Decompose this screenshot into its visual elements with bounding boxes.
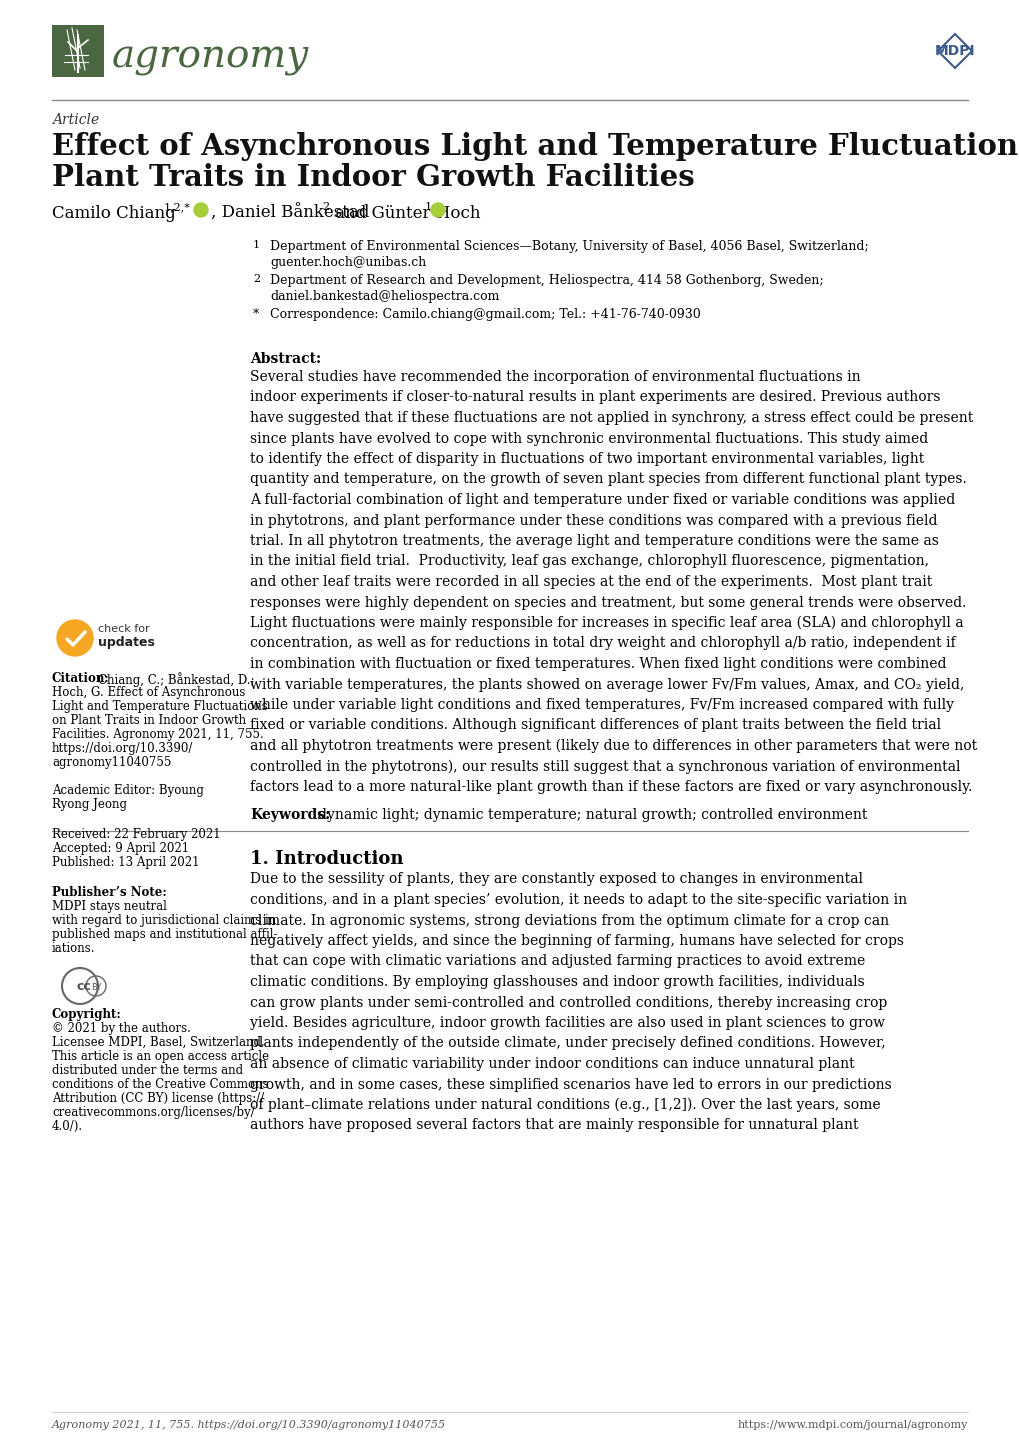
Text: controlled in the phytotrons), our results still suggest that a synchronous vari: controlled in the phytotrons), our resul…	[250, 760, 960, 774]
Text: yield. Besides agriculture, indoor growth facilities are also used in plant scie: yield. Besides agriculture, indoor growt…	[250, 1017, 884, 1030]
Text: Ryong Jeong: Ryong Jeong	[52, 797, 127, 810]
Text: Facilities. Agronomy 2021, 11, 755.: Facilities. Agronomy 2021, 11, 755.	[52, 728, 264, 741]
Text: can grow plants under semi-controlled and controlled conditions, thereby increas: can grow plants under semi-controlled an…	[250, 995, 887, 1009]
Text: 4.0/).: 4.0/).	[52, 1120, 83, 1133]
Text: authors have proposed several factors that are mainly responsible for unnatural : authors have proposed several factors th…	[250, 1119, 858, 1132]
Text: Article: Article	[52, 112, 99, 127]
Text: *: *	[253, 309, 259, 322]
Text: climatic conditions. By employing glasshouses and indoor growth facilities, indi: climatic conditions. By employing glassh…	[250, 975, 864, 989]
Text: Department of Research and Development, Heliospectra, 414 58 Gothenborg, Sweden;: Department of Research and Development, …	[270, 274, 822, 287]
Text: with regard to jurisdictional claims in: with regard to jurisdictional claims in	[52, 914, 276, 927]
Text: 1. Introduction: 1. Introduction	[250, 851, 404, 868]
Text: https://doi.org/10.3390/: https://doi.org/10.3390/	[52, 743, 194, 756]
Text: Light and Temperature Fluctuations: Light and Temperature Fluctuations	[52, 699, 268, 712]
Text: in combination with fluctuation or fixed temperatures. When fixed light conditio: in combination with fluctuation or fixed…	[250, 658, 946, 671]
Text: MDPI: MDPI	[933, 45, 974, 58]
Text: BY: BY	[91, 982, 101, 992]
Text: published maps and institutional affil-: published maps and institutional affil-	[52, 929, 277, 942]
Text: quantity and temperature, on the growth of seven plant species from different fu: quantity and temperature, on the growth …	[250, 473, 966, 486]
Text: ✓: ✓	[198, 206, 204, 215]
Text: cc: cc	[76, 981, 92, 994]
Text: of plant–climate relations under natural conditions (e.g., [1,2]). Over the last: of plant–climate relations under natural…	[250, 1097, 879, 1112]
Text: https://www.mdpi.com/journal/agronomy: https://www.mdpi.com/journal/agronomy	[737, 1420, 967, 1430]
Text: growth, and in some cases, these simplified scenarios have led to errors in our : growth, and in some cases, these simplif…	[250, 1077, 891, 1092]
Text: updates: updates	[98, 636, 155, 649]
Text: Effect of Asynchronous Light and Temperature Fluctuations on: Effect of Asynchronous Light and Tempera…	[52, 133, 1019, 162]
Text: Accepted: 9 April 2021: Accepted: 9 April 2021	[52, 842, 189, 855]
Text: Due to the sessility of plants, they are constantly exposed to changes in enviro: Due to the sessility of plants, they are…	[250, 872, 862, 887]
Text: and other leaf traits were recorded in all species at the end of the experiments: and other leaf traits were recorded in a…	[250, 575, 931, 588]
Text: ✓: ✓	[434, 206, 441, 215]
Text: concentration, as well as for reductions in total dry weight and chlorophyll a/b: concentration, as well as for reductions…	[250, 636, 955, 650]
Text: negatively affect yields, and since the beginning of farming, humans have select: negatively affect yields, and since the …	[250, 934, 903, 947]
Text: 1: 1	[425, 202, 432, 212]
Text: Copyright:: Copyright:	[52, 1008, 121, 1021]
Text: and all phytotron treatments were present (likely due to differences in other pa: and all phytotron treatments were presen…	[250, 738, 976, 753]
Text: plants independently of the outside climate, under precisely defined conditions.: plants independently of the outside clim…	[250, 1037, 884, 1051]
Text: to identify the effect of disparity in fluctuations of two important environment: to identify the effect of disparity in f…	[250, 451, 923, 466]
Text: Light fluctuations were mainly responsible for increases in specific leaf area (: Light fluctuations were mainly responsib…	[250, 616, 963, 630]
Text: check for: check for	[98, 624, 150, 634]
Text: © 2021 by the authors.: © 2021 by the authors.	[52, 1022, 191, 1035]
Text: Publisher’s Note:: Publisher’s Note:	[52, 885, 166, 898]
Text: that can cope with climatic variations and adjusted farming practices to avoid e: that can cope with climatic variations a…	[250, 955, 864, 969]
Text: Attribution (CC BY) license (https://: Attribution (CC BY) license (https://	[52, 1092, 264, 1105]
Text: dynamic light; dynamic temperature; natural growth; controlled environment: dynamic light; dynamic temperature; natu…	[318, 809, 866, 822]
Text: on Plant Traits in Indoor Growth: on Plant Traits in Indoor Growth	[52, 714, 246, 727]
Text: responses were highly dependent on species and treatment, but some general trend: responses were highly dependent on speci…	[250, 596, 965, 610]
Text: guenter.hoch@unibas.ch: guenter.hoch@unibas.ch	[270, 257, 426, 270]
Text: fixed or variable conditions. Although significant differences of plant traits b: fixed or variable conditions. Although s…	[250, 718, 941, 733]
Text: in the initial field trial.  Productivity, leaf gas exchange, chlorophyll fluore: in the initial field trial. Productivity…	[250, 555, 928, 568]
Text: have suggested that if these fluctuations are not applied in synchrony, a stress: have suggested that if these fluctuation…	[250, 411, 972, 425]
Circle shape	[57, 620, 93, 656]
Text: Citation:: Citation:	[52, 672, 110, 685]
Text: indoor experiments if closer-to-natural results in plant experiments are desired: indoor experiments if closer-to-natural …	[250, 391, 940, 405]
Text: Department of Environmental Sciences—Botany, University of Basel, 4056 Basel, Sw: Department of Environmental Sciences—Bot…	[270, 239, 868, 252]
Text: Published: 13 April 2021: Published: 13 April 2021	[52, 857, 200, 870]
Text: Abstract:: Abstract:	[250, 352, 321, 366]
Text: Chiang, C.; Bånkestad, D.;: Chiang, C.; Bånkestad, D.;	[98, 672, 255, 686]
Circle shape	[431, 203, 444, 216]
Text: iations.: iations.	[52, 942, 96, 955]
Text: Correspondence: Camilo.chiang@gmail.com; Tel.: +41-76-740-0930: Correspondence: Camilo.chiang@gmail.com;…	[270, 309, 700, 322]
Text: trial. In all phytotron treatments, the average light and temperature conditions: trial. In all phytotron treatments, the …	[250, 534, 937, 548]
Text: Agronomy 2021, 11, 755. https://doi.org/10.3390/agronomy11040755: Agronomy 2021, 11, 755. https://doi.org/…	[52, 1420, 445, 1430]
Text: Keywords:: Keywords:	[250, 809, 330, 822]
Text: conditions of the Creative Commons: conditions of the Creative Commons	[52, 1079, 268, 1092]
Text: 2: 2	[253, 274, 260, 284]
Circle shape	[194, 203, 208, 216]
Text: conditions, and in a plant species’ evolution, it needs to adapt to the site-spe: conditions, and in a plant species’ evol…	[250, 893, 906, 907]
Text: Camilo Chiang: Camilo Chiang	[52, 205, 175, 222]
Text: Plant Traits in Indoor Growth Facilities: Plant Traits in Indoor Growth Facilities	[52, 163, 694, 192]
Text: 1: 1	[253, 239, 260, 249]
Text: A full-factorial combination of light and temperature under fixed or variable co: A full-factorial combination of light an…	[250, 493, 955, 508]
Text: factors lead to a more natural-like plant growth than if these factors are fixed: factors lead to a more natural-like plan…	[250, 780, 971, 795]
Text: an absence of climatic variability under indoor conditions can induce unnatural : an absence of climatic variability under…	[250, 1057, 854, 1071]
FancyBboxPatch shape	[52, 25, 104, 76]
Text: and Günter Hoch: and Günter Hoch	[330, 205, 480, 222]
Text: Licensee MDPI, Basel, Switzerland.: Licensee MDPI, Basel, Switzerland.	[52, 1035, 265, 1048]
Text: Received: 22 February 2021: Received: 22 February 2021	[52, 828, 220, 841]
Text: , Daniel Bånkestad: , Daniel Bånkestad	[211, 205, 369, 222]
Text: with variable temperatures, the plants showed on average lower Fv/Fm values, Ama: with variable temperatures, the plants s…	[250, 678, 963, 692]
Text: climate. In agronomic systems, strong deviations from the optimum climate for a : climate. In agronomic systems, strong de…	[250, 913, 889, 927]
Text: since plants have evolved to cope with synchronic environmental fluctuations. Th: since plants have evolved to cope with s…	[250, 431, 927, 446]
Text: Academic Editor: Byoung: Academic Editor: Byoung	[52, 784, 204, 797]
Text: daniel.bankestad@heliospectra.com: daniel.bankestad@heliospectra.com	[270, 290, 499, 303]
Text: in phytotrons, and plant performance under these conditions was compared with a : in phytotrons, and plant performance und…	[250, 513, 936, 528]
Text: distributed under the terms and: distributed under the terms and	[52, 1064, 243, 1077]
Text: Several studies have recommended the incorporation of environmental fluctuations: Several studies have recommended the inc…	[250, 371, 860, 384]
Text: creativecommons.org/licenses/by/: creativecommons.org/licenses/by/	[52, 1106, 255, 1119]
Text: while under variable light conditions and fixed temperatures, Fv/Fm increased co: while under variable light conditions an…	[250, 698, 953, 712]
Text: This article is an open access article: This article is an open access article	[52, 1050, 269, 1063]
Text: 2: 2	[322, 202, 329, 212]
Text: agronomy11040755: agronomy11040755	[52, 756, 171, 769]
Text: 1,2,*: 1,2,*	[164, 202, 191, 212]
Text: agronomy: agronomy	[112, 39, 309, 76]
Text: MDPI stays neutral: MDPI stays neutral	[52, 900, 167, 913]
Text: Hoch, G. Effect of Asynchronous: Hoch, G. Effect of Asynchronous	[52, 686, 246, 699]
